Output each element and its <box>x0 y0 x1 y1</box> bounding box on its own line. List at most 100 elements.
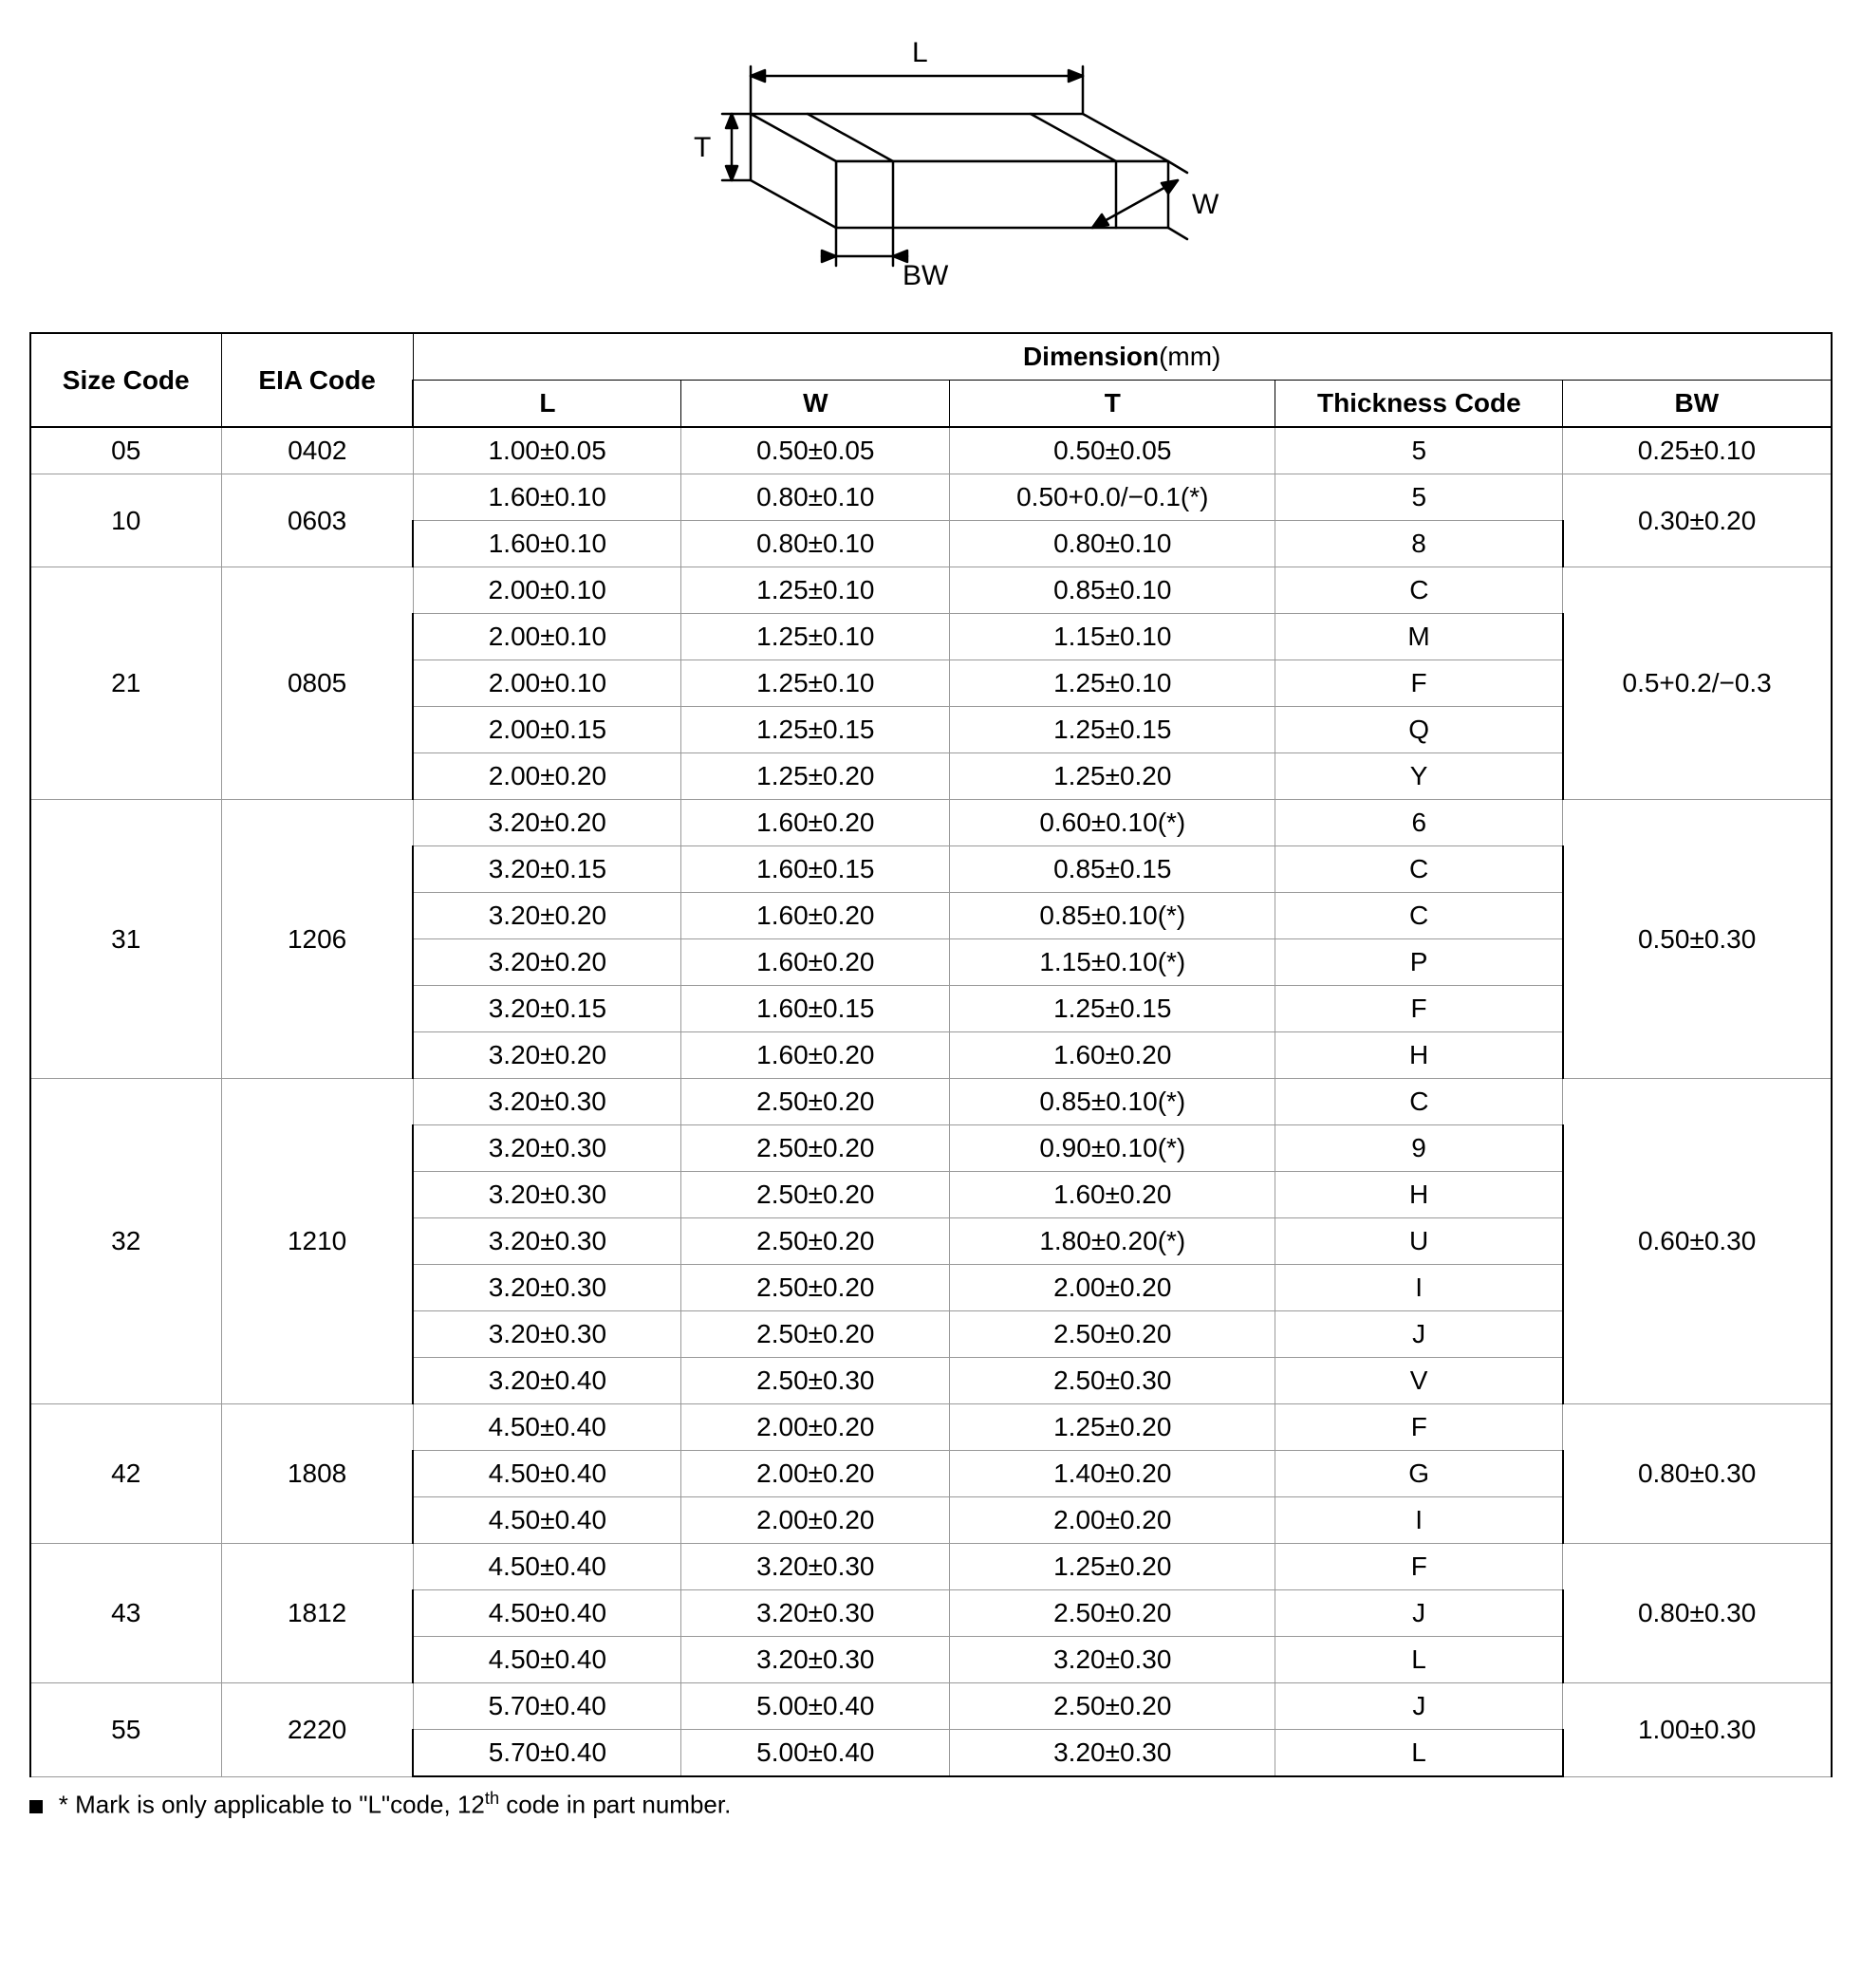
table-row: 4218084.50±0.402.00±0.201.25±0.20F0.80±0… <box>30 1404 1832 1451</box>
cell-T: 1.25±0.15 <box>950 986 1275 1032</box>
cell-thickness-code: 5 <box>1275 427 1563 474</box>
cell-eia-code: 0402 <box>221 427 413 474</box>
cell-thickness-code: C <box>1275 893 1563 939</box>
cell-W: 1.25±0.10 <box>681 614 950 660</box>
table-row: 5522205.70±0.405.00±0.402.50±0.20J1.00±0… <box>30 1683 1832 1730</box>
cell-L: 2.00±0.10 <box>413 614 681 660</box>
cell-T: 2.50±0.20 <box>950 1311 1275 1358</box>
table-row: 0504021.00±0.050.50±0.050.50±0.0550.25±0… <box>30 427 1832 474</box>
cell-T: 3.20±0.30 <box>950 1637 1275 1683</box>
cell-L: 2.00±0.20 <box>413 753 681 800</box>
cell-L: 4.50±0.40 <box>413 1544 681 1590</box>
cell-T: 0.85±0.10(*) <box>950 893 1275 939</box>
cell-L: 3.20±0.30 <box>413 1311 681 1358</box>
cell-L: 3.20±0.20 <box>413 893 681 939</box>
cell-eia-code: 0805 <box>221 567 413 800</box>
cell-W: 2.50±0.20 <box>681 1265 950 1311</box>
cell-T: 1.25±0.15 <box>950 707 1275 753</box>
cell-BW: 1.00±0.30 <box>1563 1683 1832 1777</box>
cell-L: 2.00±0.15 <box>413 707 681 753</box>
cell-thickness-code: J <box>1275 1683 1563 1730</box>
cell-W: 1.60±0.20 <box>681 893 950 939</box>
th-BW: BW <box>1563 381 1832 428</box>
label-L: L <box>912 37 928 68</box>
cell-W: 1.25±0.20 <box>681 753 950 800</box>
cell-T: 1.25±0.20 <box>950 1544 1275 1590</box>
cell-W: 2.50±0.30 <box>681 1358 950 1404</box>
footnote: * Mark is only applicable to "L"code, 12… <box>29 1789 1833 1820</box>
cell-thickness-code: I <box>1275 1265 1563 1311</box>
cell-thickness-code: F <box>1275 1404 1563 1451</box>
cell-L: 4.50±0.40 <box>413 1404 681 1451</box>
cell-T: 1.60±0.20 <box>950 1172 1275 1218</box>
cell-W: 0.50±0.05 <box>681 427 950 474</box>
cell-T: 1.15±0.10(*) <box>950 939 1275 986</box>
label-W: W <box>1192 189 1219 220</box>
cell-BW: 0.50±0.30 <box>1563 800 1832 1079</box>
cell-W: 2.50±0.20 <box>681 1218 950 1265</box>
cell-thickness-code: C <box>1275 846 1563 893</box>
th-T: T <box>950 381 1275 428</box>
cell-BW: 0.25±0.10 <box>1563 427 1832 474</box>
cell-L: 3.20±0.15 <box>413 986 681 1032</box>
cell-L: 2.00±0.10 <box>413 660 681 707</box>
bullet-icon <box>29 1800 43 1813</box>
cell-BW: 0.80±0.30 <box>1563 1404 1832 1544</box>
cell-W: 0.80±0.10 <box>681 521 950 567</box>
cell-size-code: 43 <box>30 1544 222 1683</box>
cell-L: 1.60±0.10 <box>413 474 681 521</box>
cell-L: 3.20±0.20 <box>413 1032 681 1079</box>
cell-thickness-code: 6 <box>1275 800 1563 846</box>
cell-L: 2.00±0.10 <box>413 567 681 614</box>
cell-thickness-code: L <box>1275 1637 1563 1683</box>
cell-T: 1.60±0.20 <box>950 1032 1275 1079</box>
cell-thickness-code: F <box>1275 660 1563 707</box>
cell-W: 2.50±0.20 <box>681 1079 950 1125</box>
cell-L: 3.20±0.20 <box>413 939 681 986</box>
th-W: W <box>681 381 950 428</box>
cell-W: 3.20±0.30 <box>681 1590 950 1637</box>
label-BW: BW <box>903 260 949 291</box>
cell-thickness-code: C <box>1275 1079 1563 1125</box>
cell-W: 2.00±0.20 <box>681 1497 950 1544</box>
cell-W: 2.50±0.20 <box>681 1172 950 1218</box>
cell-thickness-code: G <box>1275 1451 1563 1497</box>
cell-eia-code: 2220 <box>221 1683 413 1777</box>
cell-thickness-code: L <box>1275 1730 1563 1777</box>
cell-thickness-code: V <box>1275 1358 1563 1404</box>
cell-W: 2.50±0.20 <box>681 1311 950 1358</box>
cell-BW: 0.80±0.30 <box>1563 1544 1832 1683</box>
cell-BW: 0.60±0.30 <box>1563 1079 1832 1404</box>
cell-L: 4.50±0.40 <box>413 1637 681 1683</box>
cell-thickness-code: 9 <box>1275 1125 1563 1172</box>
cell-size-code: 10 <box>30 474 222 567</box>
cell-T: 2.00±0.20 <box>950 1265 1275 1311</box>
cell-thickness-code: H <box>1275 1032 1563 1079</box>
cell-thickness-code: C <box>1275 567 1563 614</box>
cell-T: 0.85±0.15 <box>950 846 1275 893</box>
th-thickness-code: Thickness Code <box>1275 381 1563 428</box>
table-row: 4318124.50±0.403.20±0.301.25±0.20F0.80±0… <box>30 1544 1832 1590</box>
cell-L: 1.60±0.10 <box>413 521 681 567</box>
cell-eia-code: 1206 <box>221 800 413 1079</box>
cell-W: 2.00±0.20 <box>681 1404 950 1451</box>
cell-W: 2.50±0.20 <box>681 1125 950 1172</box>
cell-L: 3.20±0.30 <box>413 1265 681 1311</box>
cell-L: 5.70±0.40 <box>413 1730 681 1777</box>
cell-T: 1.25±0.20 <box>950 1404 1275 1451</box>
cell-size-code: 31 <box>30 800 222 1079</box>
cell-L: 3.20±0.20 <box>413 800 681 846</box>
cell-T: 1.80±0.20(*) <box>950 1218 1275 1265</box>
cell-size-code: 05 <box>30 427 222 474</box>
cell-L: 3.20±0.30 <box>413 1125 681 1172</box>
cell-thickness-code: Q <box>1275 707 1563 753</box>
cell-T: 0.80±0.10 <box>950 521 1275 567</box>
cell-L: 3.20±0.30 <box>413 1172 681 1218</box>
cell-thickness-code: F <box>1275 986 1563 1032</box>
cell-W: 5.00±0.40 <box>681 1730 950 1777</box>
cell-eia-code: 1210 <box>221 1079 413 1404</box>
cell-T: 0.60±0.10(*) <box>950 800 1275 846</box>
table-row: 2108052.00±0.101.25±0.100.85±0.10C0.5+0.… <box>30 567 1832 614</box>
cell-size-code: 42 <box>30 1404 222 1544</box>
cell-L: 1.00±0.05 <box>413 427 681 474</box>
